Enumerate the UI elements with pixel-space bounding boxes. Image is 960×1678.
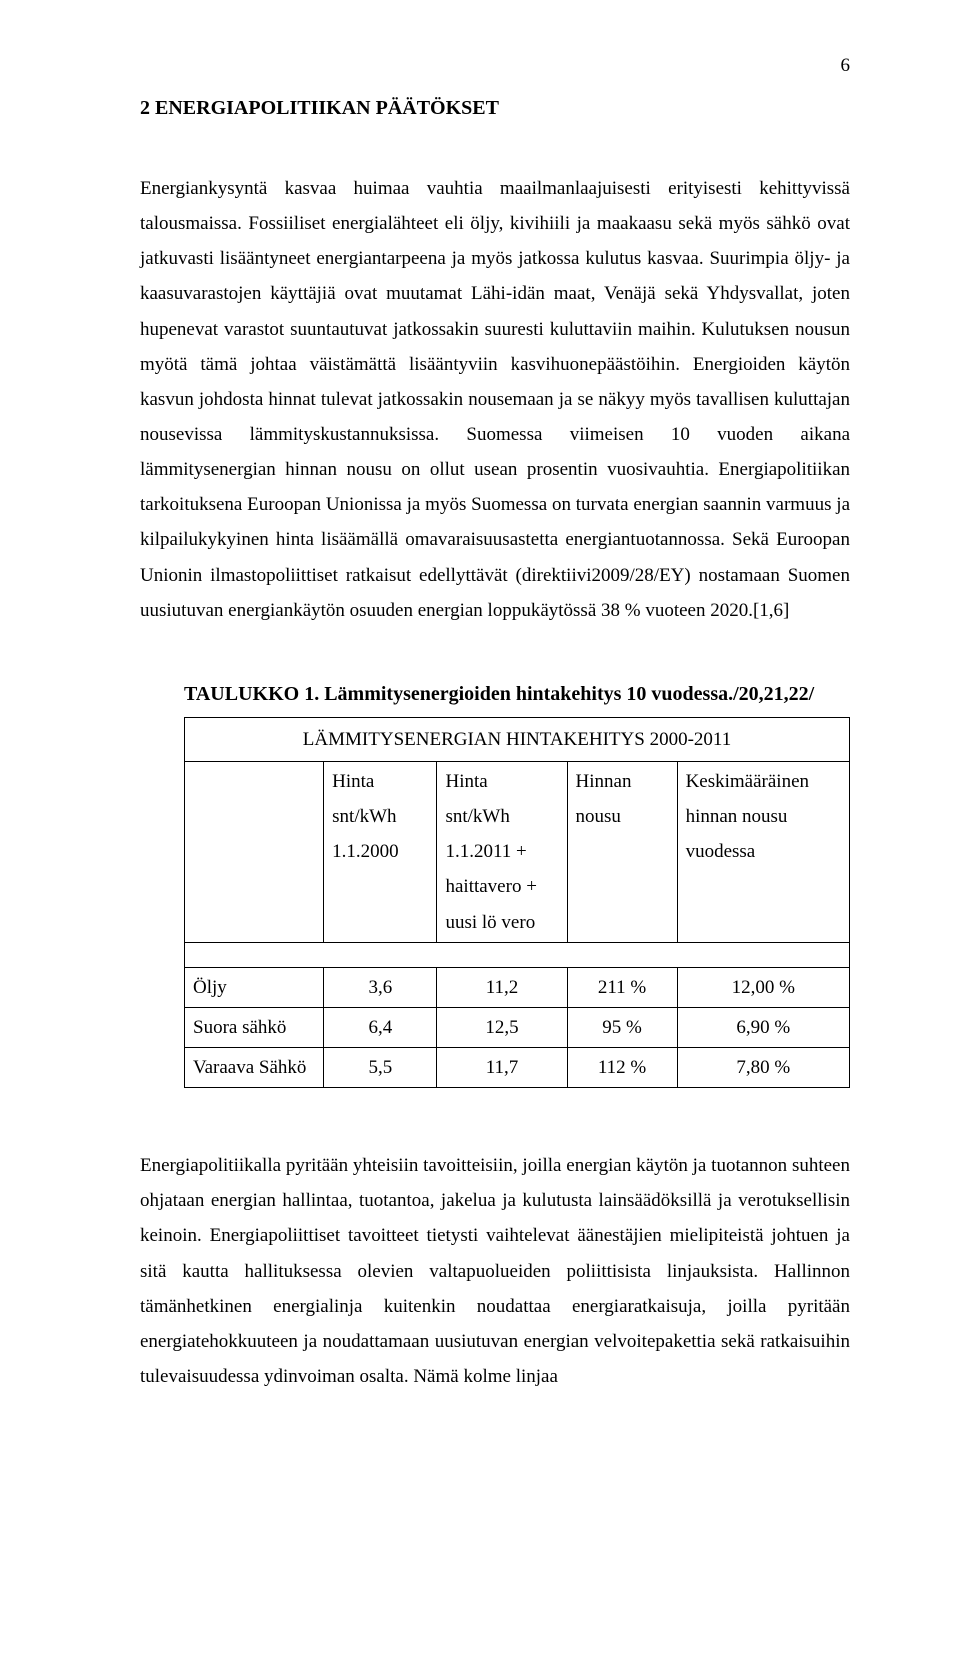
row-val: 11,2 (437, 967, 567, 1007)
page-number: 6 (841, 48, 851, 83)
table-header-2-text: Hinta snt/kWh 1.1.2011 + haittavero + uu… (445, 771, 536, 933)
table-spacer-row (185, 942, 850, 967)
table-header-4: Keskimääräinen hinnan nousu vuodessa (677, 761, 849, 942)
row-val: 3,6 (324, 967, 437, 1007)
table-title: TAULUKKO 1. Lämmitysenergioiden hintakeh… (140, 676, 850, 713)
table-subtitle: LÄMMITYSENERGIAN HINTAKEHITYS 2000-2011 (185, 717, 850, 761)
row-val: 112 % (567, 1047, 677, 1087)
table-header-3: Hinnan nousu (567, 761, 677, 942)
row-val: 211 % (567, 967, 677, 1007)
row-val: 95 % (567, 1007, 677, 1047)
row-val: 7,80 % (677, 1047, 849, 1087)
row-val: 5,5 (324, 1047, 437, 1087)
table-header-3-text: Hinnan nousu (576, 771, 632, 827)
row-val: 12,5 (437, 1007, 567, 1047)
document-page: 6 2 ENERGIAPOLITIIKAN PÄÄTÖKSET Energian… (0, 0, 960, 1678)
body-paragraph-1: Energiankysyntä kasvaa huimaa vauhtia ma… (140, 171, 850, 628)
table-header-row: Hinta snt/kWh 1.1.2000 Hinta snt/kWh 1.1… (185, 761, 850, 942)
table-row: Öljy 3,6 11,2 211 % 12,00 % (185, 967, 850, 1007)
table-header-1: Hinta snt/kWh 1.1.2000 (324, 761, 437, 942)
table-header-4-text: Keskimääräinen hinnan nousu vuodessa (686, 771, 809, 862)
table-row: Varaava Sähkö 5,5 11,7 112 % 7,80 % (185, 1047, 850, 1087)
table-row: Suora sähkö 6,4 12,5 95 % 6,90 % (185, 1007, 850, 1047)
row-label: Öljy (185, 967, 324, 1007)
row-val: 6,4 (324, 1007, 437, 1047)
table-spacer (185, 942, 850, 967)
row-val: 6,90 % (677, 1007, 849, 1047)
table-header-2: Hinta snt/kWh 1.1.2011 + haittavero + uu… (437, 761, 567, 942)
row-label: Varaava Sähkö (185, 1047, 324, 1087)
table-header-empty (185, 761, 324, 942)
section-heading: 2 ENERGIAPOLITIIKAN PÄÄTÖKSET (140, 90, 850, 127)
row-val: 12,00 % (677, 967, 849, 1007)
body-paragraph-2: Energiapolitiikalla pyritään yhteisiin t… (140, 1148, 850, 1394)
table-subtitle-row: LÄMMITYSENERGIAN HINTAKEHITYS 2000-2011 (185, 717, 850, 761)
row-label: Suora sähkö (185, 1007, 324, 1047)
price-table: LÄMMITYSENERGIAN HINTAKEHITYS 2000-2011 … (184, 717, 850, 1088)
row-val: 11,7 (437, 1047, 567, 1087)
table-header-1-text: Hinta snt/kWh 1.1.2000 (332, 771, 399, 862)
